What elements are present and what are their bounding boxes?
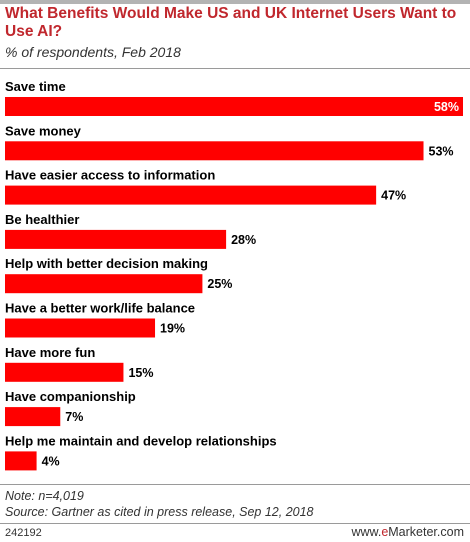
category-label: Have companionship xyxy=(5,389,136,404)
bar xyxy=(5,141,424,161)
emarketer-logo: www.eMarketer.com xyxy=(351,525,464,539)
chart-bottom-divider xyxy=(0,484,470,485)
value-label: 7% xyxy=(65,410,83,424)
bar xyxy=(5,362,124,382)
category-label: Help me maintain and develop relationshi… xyxy=(5,433,277,448)
category-label: Save time xyxy=(5,79,66,94)
brand-rest: Marketer xyxy=(388,525,437,539)
bar xyxy=(5,407,61,427)
category-label: Have more fun xyxy=(5,345,95,360)
bar xyxy=(5,97,463,116)
value-label: 25% xyxy=(207,277,232,291)
category-label: Save money xyxy=(5,123,82,138)
value-label: 58% xyxy=(434,100,459,114)
category-label: Be healthier xyxy=(5,212,79,227)
bar xyxy=(5,229,227,249)
footer-divider xyxy=(0,523,470,524)
value-label: 4% xyxy=(42,454,60,468)
bar xyxy=(5,318,156,338)
bar xyxy=(5,451,37,471)
chart-id: 242192 xyxy=(5,527,42,539)
category-label: Have a better work/life balance xyxy=(5,301,195,316)
bar-chart: Save time 58% Save money 53% Have easier acc… xyxy=(5,79,463,471)
value-label: 28% xyxy=(231,233,256,247)
value-label: 19% xyxy=(160,322,185,336)
value-label: 47% xyxy=(381,189,406,203)
value-label: 53% xyxy=(429,144,454,158)
category-label: Help with better decision making xyxy=(5,256,208,271)
note-text: Note: n=4,019 xyxy=(5,489,84,503)
top-accent-bar xyxy=(0,0,470,4)
brand-e: e xyxy=(381,525,389,539)
header-divider xyxy=(0,68,470,69)
chart-title: What Benefits Would Make US and UK Inter… xyxy=(5,5,457,40)
chart-subtitle: % of respondents, Feb 2018 xyxy=(5,44,181,60)
source-text: Source: Gartner as cited in press releas… xyxy=(5,505,314,519)
category-label: Have easier access to information xyxy=(5,168,215,183)
bar xyxy=(5,274,203,294)
value-label: 15% xyxy=(128,366,153,380)
bar xyxy=(5,185,377,205)
